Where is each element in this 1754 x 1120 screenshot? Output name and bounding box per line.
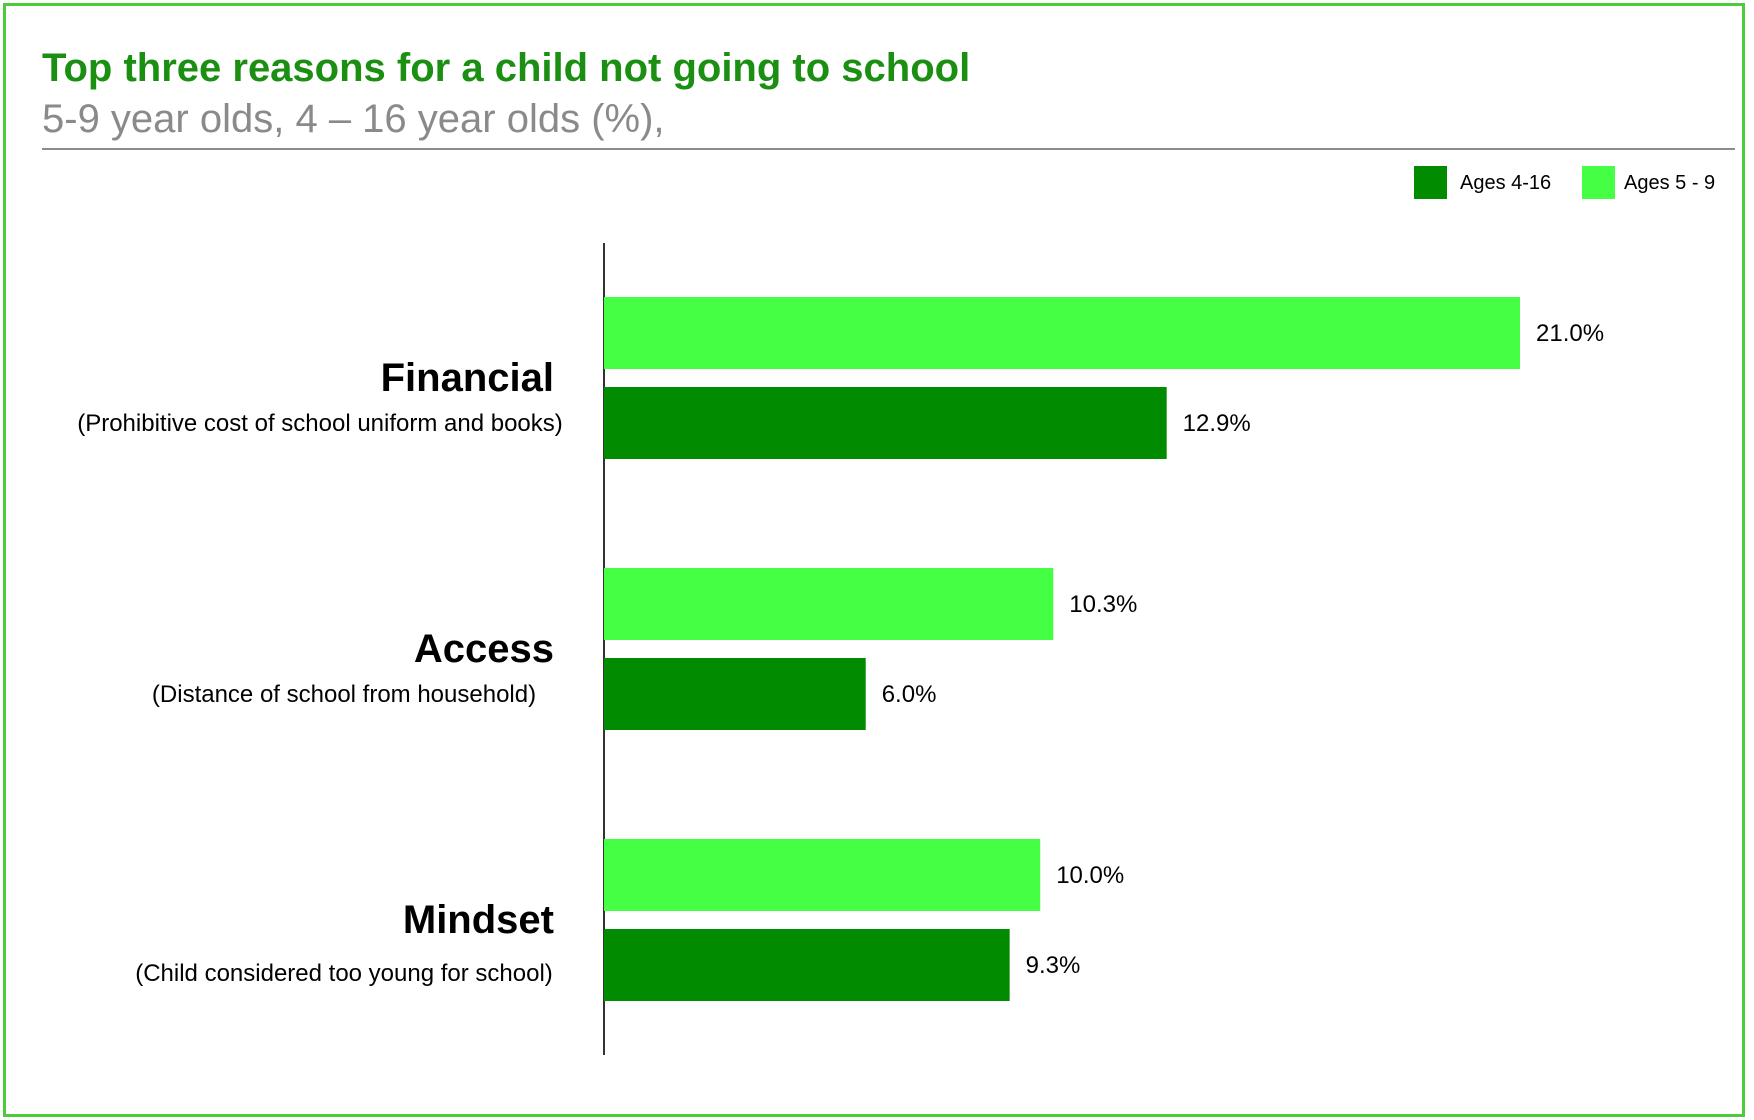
legend-label-ages-5-9: Ages 5 - 9 (1624, 172, 1716, 194)
legend-label-ages-4-16: Ages 4-16 (1460, 172, 1552, 194)
value-label-financial-ages-4-16: 12.9% (1183, 410, 1251, 437)
chart-subtitle: 5-9 year olds, 4 – 16 year olds (%), (42, 97, 665, 141)
title-divider (42, 148, 1735, 150)
legend-swatch-ages-5-9 (1582, 166, 1615, 199)
chart-title: Top three reasons for a child not going … (42, 46, 971, 90)
category-label-access: Access (414, 627, 554, 671)
category-description-financial: (Prohibitive cost of school uniform and … (77, 410, 563, 437)
value-label-mindset-ages-5-9: 10.0% (1056, 862, 1124, 889)
value-label-access-ages-4-16: 6.0% (882, 681, 937, 708)
category-label-mindset: Mindset (403, 898, 554, 942)
legend: Ages 4-16 Ages 5 - 9 (1414, 166, 1744, 200)
bar-mindset-ages-4-16 (604, 929, 1010, 1001)
bar-access-ages-4-16 (604, 658, 866, 730)
bar-access-ages-5-9 (604, 568, 1054, 640)
value-label-mindset-ages-4-16: 9.3% (1026, 952, 1081, 979)
bar-financial-ages-5-9 (604, 297, 1520, 369)
category-label-financial: Financial (381, 356, 554, 400)
bar-mindset-ages-5-9 (604, 839, 1041, 911)
category-description-access: (Distance of school from household) (152, 681, 536, 708)
value-label-access-ages-5-9: 10.3% (1069, 591, 1137, 618)
value-label-financial-ages-5-9: 21.0% (1536, 320, 1604, 347)
bar-financial-ages-4-16 (604, 387, 1167, 459)
category-description-mindset: (Child considered too young for school) (135, 960, 553, 987)
legend-swatch-ages-4-16 (1414, 166, 1447, 199)
bars-layer: 21.0% 12.9% Financial (Prohibitive cost of … (77, 297, 1604, 1001)
